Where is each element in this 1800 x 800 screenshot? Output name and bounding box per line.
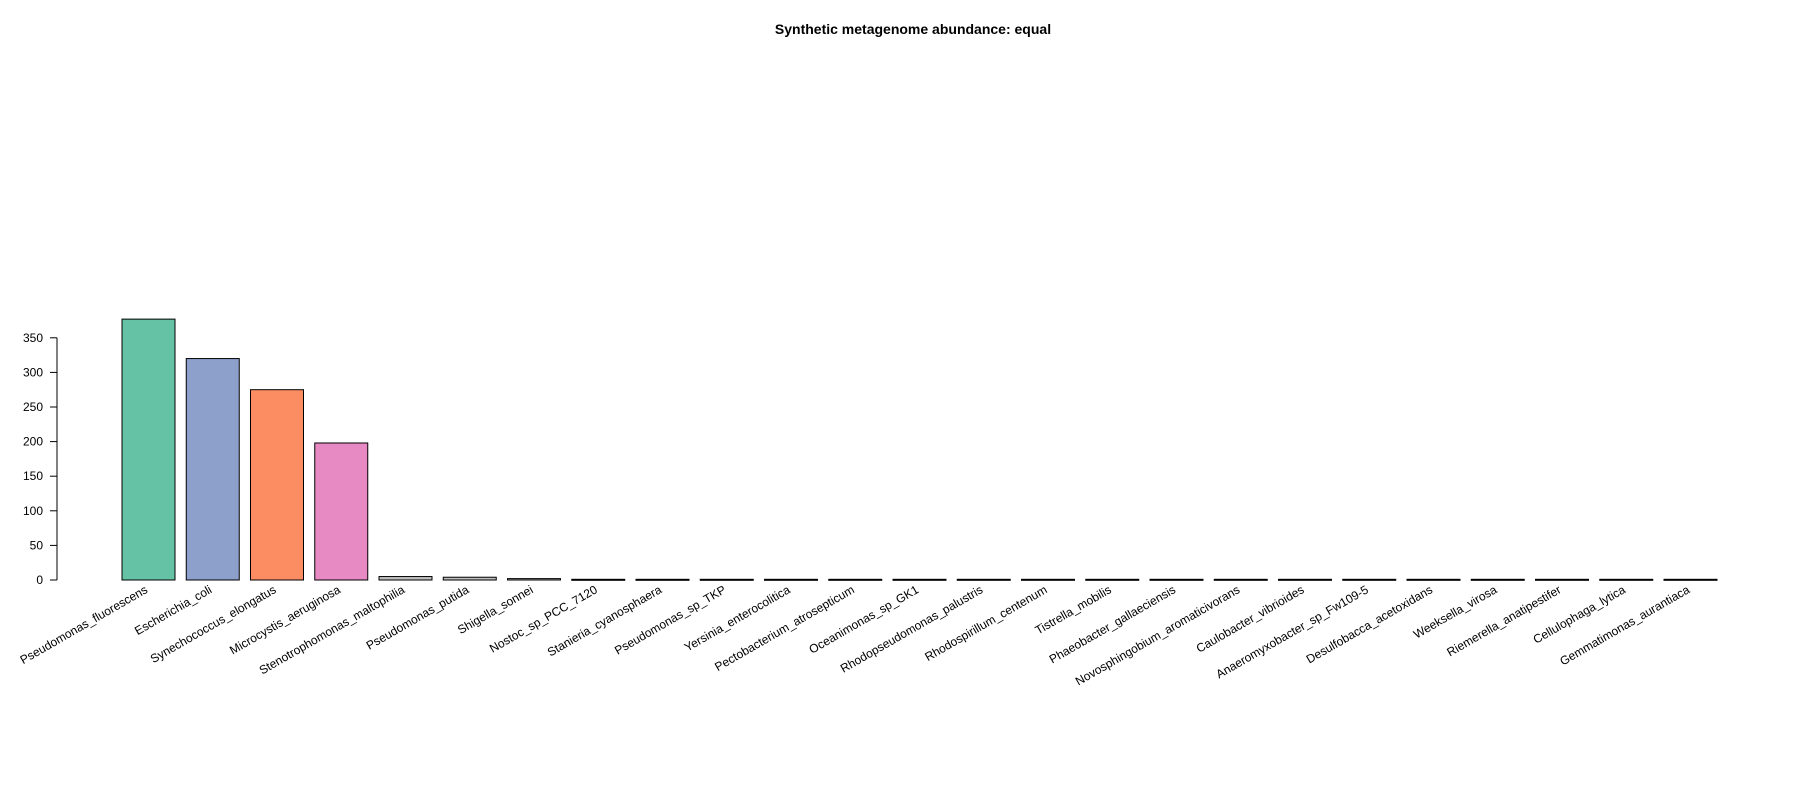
bar — [1278, 578, 1332, 581]
bar — [1149, 578, 1204, 581]
y-tick-label: 300 — [23, 365, 43, 379]
x-tick-label: Pseudomonas_fluorescens — [18, 582, 150, 667]
bar — [956, 578, 1011, 581]
x-tick-label: Pseudomonas_sp_TKP — [612, 582, 728, 657]
y-tick-label: 250 — [23, 400, 43, 414]
bar — [1599, 578, 1654, 581]
chart-title: Synthetic metagenome abundance: equal — [775, 21, 1051, 37]
x-tick-label: Oceanimonas_sp_GK1 — [807, 582, 922, 656]
x-tick-label: Pseudomonas_putida — [364, 582, 472, 652]
bar — [442, 576, 497, 581]
bar — [1535, 578, 1589, 581]
bar — [1663, 578, 1718, 581]
y-tick-label: 50 — [30, 538, 44, 552]
bar — [828, 578, 883, 581]
y-tick-label: 200 — [23, 435, 43, 449]
x-tick-label: Rhodospirillum_centenum — [922, 582, 1049, 663]
bar — [764, 578, 818, 581]
bar — [1085, 578, 1140, 581]
x-tick-label: Stanieria_cyanosphaera — [545, 582, 664, 659]
bar — [699, 578, 754, 581]
bar — [314, 442, 369, 581]
bars — [121, 318, 1718, 581]
bar — [1342, 578, 1397, 581]
bar — [1213, 578, 1268, 581]
bar — [185, 358, 240, 581]
y-tick-label: 150 — [23, 469, 43, 483]
x-tick-label: Caulobacter_vibrioides — [1194, 582, 1307, 655]
bar — [378, 576, 433, 581]
x-axis-labels: Pseudomonas_fluorescensEscherichia_coliS… — [18, 582, 1693, 688]
x-tick-label: Yersinia_enterocolitica — [682, 582, 793, 654]
bar — [571, 578, 626, 581]
bar — [1021, 578, 1075, 581]
y-tick-label: 0 — [36, 573, 43, 587]
x-tick-label: Riemerella_anatipestifer — [1444, 582, 1563, 659]
bar — [892, 578, 947, 581]
bar — [250, 389, 304, 581]
bar — [507, 578, 561, 581]
bar — [1470, 578, 1525, 581]
bar — [635, 578, 690, 581]
bar — [121, 318, 176, 581]
bar — [1406, 578, 1461, 581]
y-tick-label: 350 — [23, 331, 43, 345]
x-tick-label: Microcystis_aeruginosa — [227, 582, 343, 657]
y-axis: 0 50 100 150 200 250 300 350 — [23, 331, 58, 587]
x-tick-label: Nostoc_sp_PCC_7120 — [487, 582, 600, 655]
y-tick-label: 100 — [23, 504, 43, 518]
